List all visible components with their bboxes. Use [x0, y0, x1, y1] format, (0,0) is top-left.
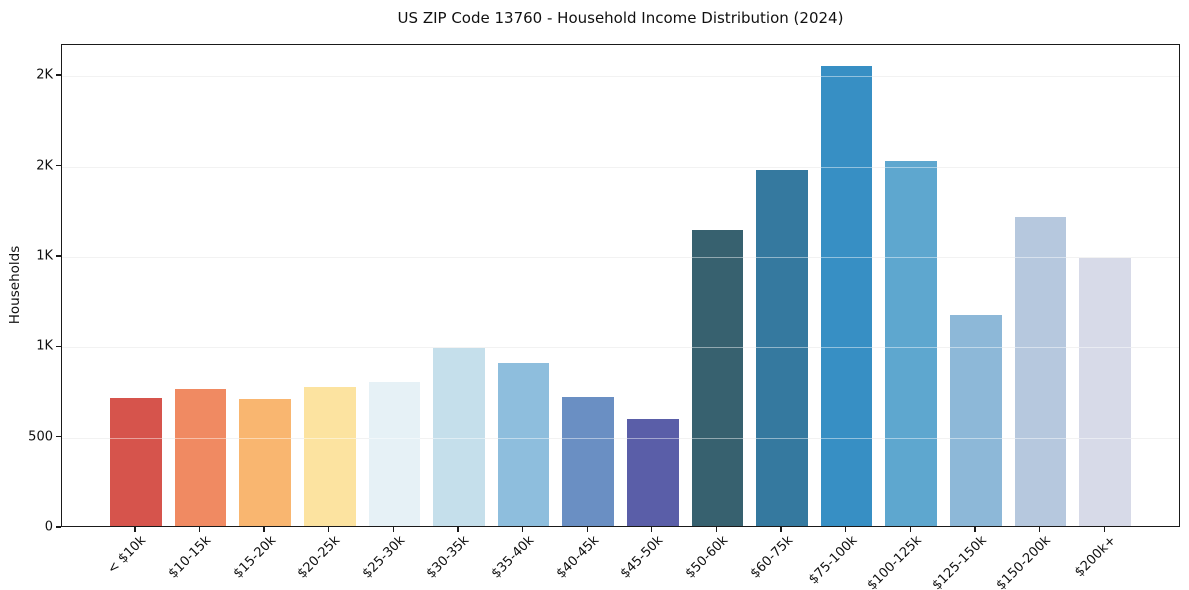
x-tick-mark: [845, 527, 847, 532]
bar--45-50k: [627, 419, 679, 526]
bar--10-15k: [174, 388, 227, 526]
bar--200k+: [1079, 257, 1131, 526]
x-tick-label: $100-125k: [864, 533, 925, 590]
gridline-overlay: [62, 347, 1179, 349]
y-tick-label: 1K: [36, 338, 53, 354]
gridline: [62, 437, 1179, 439]
gridline: [62, 166, 1179, 168]
y-tick-label: 0: [44, 519, 53, 535]
y-tick-mark: [56, 345, 61, 347]
x-tick-label: $30-35k: [424, 533, 473, 582]
plot-area: [61, 44, 1180, 527]
x-tick-label: $60-75k: [747, 533, 796, 582]
x-tick-label: $35-40k: [488, 533, 538, 582]
x-tick-mark: [263, 527, 265, 532]
y-tick-label: 2K: [36, 67, 53, 83]
x-tick-label: $15-20k: [230, 533, 279, 582]
x-tick-mark: [198, 527, 201, 532]
x-tick-mark: [392, 527, 394, 532]
x-tick-mark: [521, 527, 524, 532]
x-tick-mark: [457, 527, 459, 532]
y-tick-mark: [56, 526, 61, 528]
y-tick-label: 500: [28, 429, 53, 445]
bar--20-25k: [303, 386, 356, 526]
x-tick-mark: [974, 527, 976, 532]
bar--75-100k: [820, 66, 873, 526]
gridline-overlay: [62, 76, 1179, 78]
x-tick-label: $125-150k: [929, 533, 990, 590]
bar--60-75k: [756, 169, 808, 526]
gridline: [62, 256, 1179, 258]
y-tick-mark: [56, 435, 61, 438]
x-tick-label: $10-15k: [165, 533, 215, 582]
x-tick-label: $45-50k: [617, 533, 667, 582]
y-tick-label: 2K: [36, 158, 53, 173]
x-tick-mark: [780, 527, 782, 532]
gridline: [62, 347, 1179, 349]
gridline-overlay: [62, 166, 1179, 168]
y-tick-mark: [56, 74, 61, 76]
chart-title: US ZIP Code 13760 - Household Income Dis…: [397, 9, 844, 27]
x-tick-label: $25-30k: [359, 533, 408, 582]
x-tick-label: $40-45k: [553, 533, 602, 582]
x-tick-mark: [651, 527, 653, 532]
x-tick-mark: [1103, 527, 1105, 532]
y-tick-mark: [56, 164, 61, 167]
x-tick-mark: [134, 527, 136, 532]
bar--50-60k: [691, 229, 744, 526]
bar--100-125k: [885, 160, 938, 526]
y-tick-mark: [56, 255, 61, 257]
bar--40-45k: [562, 396, 614, 526]
bar--10k: [110, 397, 162, 526]
gridline-overlay: [62, 256, 1179, 258]
x-tick-label: $20-25k: [294, 533, 344, 582]
x-tick-label: $150-200k: [993, 533, 1055, 590]
x-tick-label: $75-100k: [805, 533, 861, 588]
gridline-overlay: [62, 437, 1179, 439]
x-tick-mark: [909, 527, 911, 532]
x-tick-mark: [715, 527, 718, 532]
x-tick-mark: [328, 527, 330, 532]
bar--15-20k: [239, 398, 291, 526]
bar--125-150k: [950, 314, 1002, 526]
x-tick-label: $50-60k: [682, 533, 732, 582]
x-tick-mark: [586, 527, 588, 532]
bar--30-35k: [433, 347, 485, 526]
bar--35-40k: [497, 363, 550, 526]
y-tick-label: 1K: [36, 248, 53, 264]
gridline: [62, 76, 1179, 78]
bar--25-30k: [368, 382, 421, 526]
x-tick-label: $200k+: [1071, 533, 1119, 581]
bar--150-200k: [1014, 216, 1067, 526]
x-tick-mark: [1038, 527, 1041, 532]
x-tick-label: < $10k: [105, 533, 150, 578]
